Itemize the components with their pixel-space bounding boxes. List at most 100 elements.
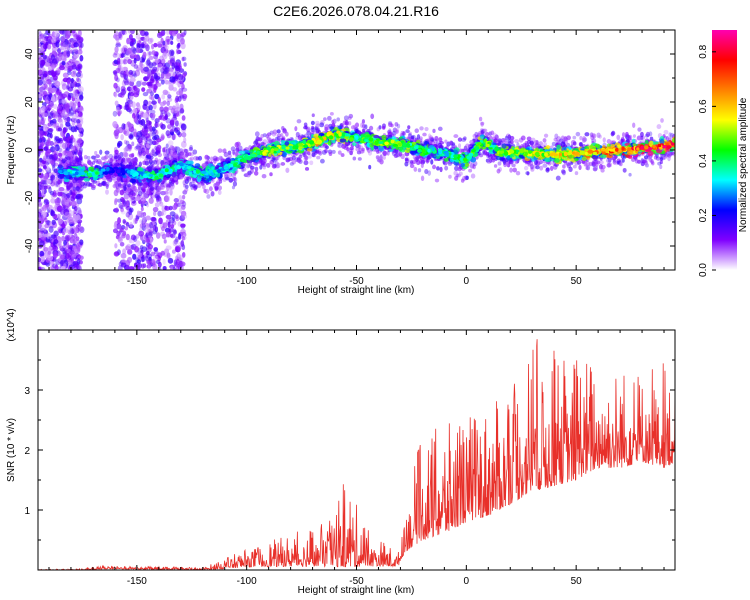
spectrogram-cell — [61, 99, 66, 104]
spectrogram-cell — [151, 100, 158, 105]
spectrogram-cell — [323, 117, 327, 121]
spectrogram-cell — [572, 135, 577, 140]
spectrogram-cell — [128, 109, 133, 114]
spectrogram-cell — [134, 245, 140, 253]
spectrogram-cell — [48, 154, 54, 160]
spectrogram-cell — [164, 205, 171, 211]
spectrogram-cell — [169, 233, 176, 239]
spectrogram-cell — [125, 221, 130, 227]
spectrogram-cell — [70, 146, 75, 152]
spectrogram-cell — [137, 43, 141, 49]
spectrogram-cell — [175, 236, 179, 243]
spectrogram-cell — [49, 160, 55, 165]
spectrogram-cell — [140, 206, 144, 212]
spectrogram-cell — [265, 134, 270, 139]
spectrogram-cell — [514, 139, 520, 144]
spectrogram-cell — [49, 119, 54, 126]
spectrogram-cell — [153, 87, 157, 93]
spectrogram-cell — [61, 109, 66, 115]
spectrogram-cell — [61, 60, 66, 66]
spectrogram-cell — [180, 32, 186, 37]
spectrogram-cell — [38, 30, 42, 36]
spectrogram-cell — [150, 216, 157, 222]
spectrogram-cell — [181, 235, 186, 241]
spectrogram-cell — [144, 226, 149, 233]
spectrogram-cell — [150, 95, 155, 101]
spectrogram-cell — [637, 127, 642, 132]
spectrogram-cell — [123, 105, 127, 110]
spectrogram-cell — [54, 264, 59, 270]
spectrogram-cell — [52, 251, 59, 259]
spectrogram-cell — [493, 138, 498, 143]
spectrogram-cell — [137, 185, 141, 191]
spectrogram-cell — [61, 142, 68, 150]
spectrogram-cell — [62, 72, 69, 79]
spectrogram-cell — [75, 82, 81, 87]
spectrogram-cell — [41, 118, 46, 124]
spectrogram-cell — [159, 55, 164, 61]
spectrogram-cell — [566, 135, 571, 141]
spectrogram-cell — [142, 112, 149, 119]
spectrogram-cell — [71, 246, 77, 252]
spectrogram-cell — [62, 136, 67, 142]
spectrogram-cell — [44, 35, 49, 42]
spectrogram-cell — [153, 42, 158, 48]
spectrogram-cell — [113, 59, 119, 65]
spectrogram-cell — [112, 121, 118, 128]
spectrogram-cell — [64, 247, 68, 254]
spectrogram-cell — [63, 189, 68, 194]
spectrogram-cell — [212, 155, 218, 161]
spectrogram-cell — [124, 194, 130, 200]
spectrogram-cell — [104, 154, 109, 160]
spectrogram-cell — [285, 167, 290, 173]
spectrogram-cell — [43, 185, 48, 190]
spectrogram-cell — [55, 37, 61, 43]
spectrogram-cell — [113, 155, 118, 160]
spectrogram-cell — [73, 237, 77, 245]
spectrogram-cell — [118, 31, 122, 39]
spectrogram-cell — [176, 258, 180, 266]
spectrogram-cell — [542, 163, 548, 168]
spectrogram-cell — [458, 171, 463, 176]
spectrogram-cell — [260, 134, 264, 139]
spectrogram-cell — [115, 43, 122, 48]
spectrogram-cell — [152, 224, 157, 231]
spectrogram-cell — [50, 264, 56, 270]
spectrogram-cell — [38, 168, 43, 173]
spectrogram-cell — [660, 155, 666, 161]
spectrogram-cell — [357, 157, 362, 161]
spectrogram-cell — [42, 246, 47, 252]
spectrogram-cell — [76, 139, 83, 144]
spectrogram-cell — [572, 141, 577, 146]
spectrogram-cell — [114, 198, 118, 203]
spectrogram-cell — [57, 152, 63, 157]
spectrogram-cell — [138, 120, 144, 125]
spectrogram-cell — [294, 157, 299, 163]
spectrogram-cell — [342, 120, 347, 126]
spectrogram-cell — [157, 96, 161, 104]
spectrogram-cell — [610, 131, 615, 137]
spectrogram-cell — [619, 161, 623, 167]
spectrogram-cell — [125, 157, 130, 162]
spectrogram-cell — [73, 36, 77, 43]
spectrogram-cell — [66, 192, 71, 199]
spectrogram-cell — [126, 37, 130, 45]
spectrogram-cell — [174, 120, 179, 127]
spectrogram-cell — [39, 59, 46, 66]
spectrogram-cell — [66, 117, 71, 122]
spectrogram-cell — [51, 63, 55, 71]
spectrogram-cell — [124, 152, 129, 158]
spectrogram-cell — [39, 73, 45, 80]
spectrogram-cell — [257, 137, 263, 142]
spectrogram-cell — [73, 101, 78, 107]
spectrogram-cell — [590, 134, 595, 141]
spectrogram-cell — [140, 256, 144, 263]
spectrogram-cell — [62, 109, 67, 117]
spectrogram-cell — [121, 123, 126, 130]
spectrogram-cell — [128, 266, 135, 270]
spectrogram-cell — [131, 184, 136, 189]
spectrogram-cell — [149, 182, 153, 188]
spectrogram-cell — [165, 143, 169, 149]
spectrogram-cell — [41, 112, 46, 118]
spectrogram-marks — [38, 30, 675, 270]
